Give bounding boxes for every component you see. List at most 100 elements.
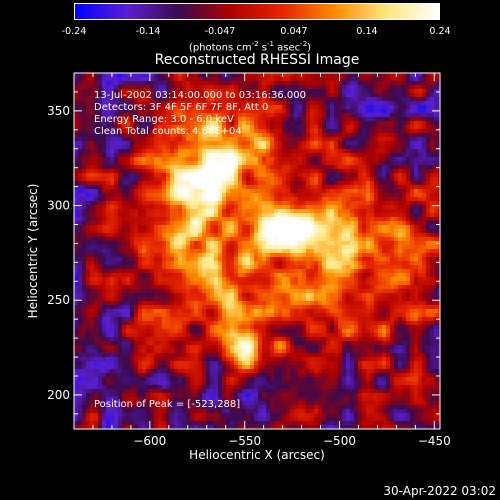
heatmap-cell <box>302 101 307 106</box>
heatmap-cell <box>438 189 441 194</box>
heatmap-cell <box>154 153 159 158</box>
heatmap-cell <box>274 233 279 238</box>
heatmap-cell <box>366 185 371 190</box>
heatmap-cell <box>426 201 431 206</box>
heatmap-cell <box>106 177 111 182</box>
heatmap-cell <box>354 221 359 226</box>
heatmap-cell <box>282 77 287 82</box>
heatmap-cell <box>326 241 331 246</box>
heatmap-cell <box>94 229 99 234</box>
heatmap-cell <box>366 181 371 186</box>
heatmap-cell <box>330 177 335 182</box>
heatmap-cell <box>258 85 263 90</box>
heatmap-cell <box>334 93 339 98</box>
heatmap-cell <box>406 73 411 78</box>
heatmap-cell <box>226 157 231 162</box>
heatmap-cell <box>342 89 347 94</box>
heatmap-cell <box>154 181 159 186</box>
heatmap-cell <box>354 229 359 234</box>
heatmap-cell <box>402 93 407 98</box>
heatmap-cell <box>230 165 235 170</box>
heatmap-cell <box>374 109 379 114</box>
heatmap-cell <box>406 161 411 166</box>
heatmap-cell <box>158 229 163 234</box>
heatmap-cell <box>190 241 195 246</box>
heatmap-cell <box>330 101 335 106</box>
heatmap-cell <box>186 285 191 290</box>
heatmap-cell <box>394 225 399 230</box>
heatmap-cell <box>346 241 351 246</box>
heatmap-cell <box>430 133 435 138</box>
heatmap-cell <box>214 93 219 98</box>
heatmap-cell <box>242 77 247 82</box>
heatmap-cell <box>354 173 359 178</box>
heatmap-cell <box>342 97 347 102</box>
heatmap-cell <box>178 105 183 110</box>
heatmap-cell <box>286 205 291 210</box>
heatmap-cell <box>114 73 119 78</box>
heatmap-cell <box>334 117 339 122</box>
heatmap-cell <box>90 205 95 210</box>
heatmap-cell <box>278 173 283 178</box>
heatmap-cell <box>382 253 387 258</box>
heatmap-cell <box>122 141 127 146</box>
heatmap-cell <box>370 265 375 270</box>
heatmap-cell <box>174 269 179 274</box>
heatmap-cell <box>78 189 83 194</box>
heatmap-cell <box>398 213 403 218</box>
heatmap-cell <box>378 193 383 198</box>
heatmap-cell <box>398 185 403 190</box>
heatmap-cell <box>358 177 363 182</box>
heatmap-cell <box>198 241 203 246</box>
heatmap-cell <box>390 113 395 118</box>
heatmap-cell <box>362 137 367 142</box>
heatmap-cell <box>238 261 243 266</box>
heatmap-cell <box>278 285 283 290</box>
heatmap-cell <box>406 85 411 90</box>
heatmap-cell <box>230 281 235 286</box>
heatmap-cell <box>394 245 399 250</box>
heatmap-cell <box>202 153 207 158</box>
heatmap-cell <box>146 261 151 266</box>
heatmap-cell <box>394 221 399 226</box>
heatmap-cell <box>354 253 359 258</box>
heatmap-cell <box>150 289 155 294</box>
heatmap-cell <box>126 221 131 226</box>
heatmap-cell <box>310 129 315 134</box>
heatmap-cell <box>274 141 279 146</box>
heatmap-cell <box>186 101 191 106</box>
heatmap-cell <box>86 257 91 262</box>
heatmap-cell <box>94 105 99 110</box>
heatmap-cell <box>298 137 303 142</box>
heatmap-cell <box>274 241 279 246</box>
heatmap-cell <box>438 89 441 94</box>
heatmap-cell <box>174 137 179 142</box>
heatmap-cell <box>238 285 243 290</box>
heatmap-cell <box>134 129 139 134</box>
heatmap-cell <box>262 105 267 110</box>
heatmap-cell <box>254 121 259 126</box>
heatmap-cell <box>150 261 155 266</box>
heatmap-cell <box>258 241 263 246</box>
heatmap-cell <box>186 221 191 226</box>
heatmap-cell <box>430 257 435 262</box>
heatmap-cell <box>110 273 115 278</box>
heatmap-cell <box>314 165 319 170</box>
heatmap-cell <box>318 213 323 218</box>
heatmap-cell <box>230 245 235 250</box>
heatmap-cell <box>222 157 227 162</box>
heatmap-cell <box>350 105 355 110</box>
heatmap-cell <box>226 113 231 118</box>
heatmap-cell <box>290 193 295 198</box>
heatmap-cell <box>234 197 239 202</box>
heatmap-cell <box>270 145 275 150</box>
heatmap-cell <box>242 169 247 174</box>
heatmap-cell <box>230 225 235 230</box>
heatmap-cell <box>434 149 439 154</box>
heatmap-cell <box>302 189 307 194</box>
heatmap-cell <box>146 285 151 290</box>
heatmap-cell <box>386 149 391 154</box>
heatmap-cell <box>178 149 183 154</box>
heatmap-cell <box>102 77 107 82</box>
heatmap-cell <box>226 153 231 158</box>
